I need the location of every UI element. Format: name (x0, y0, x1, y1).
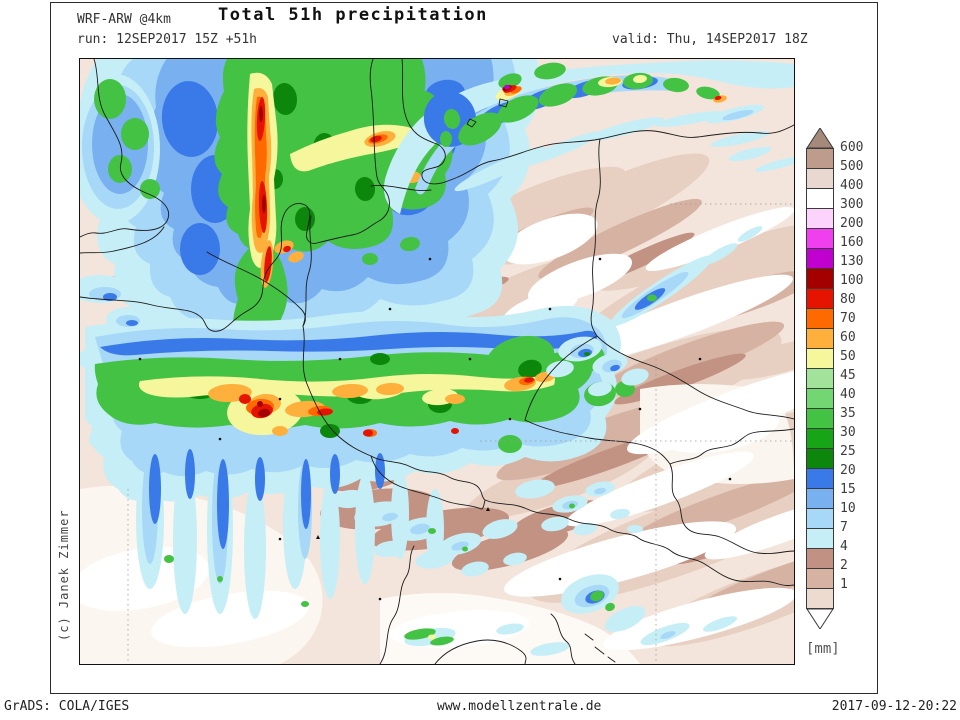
legend: 600 500 400 300 200 160 130 100 80 70 60 50 45 40 35 30… (806, 128, 896, 629)
legend-color-box (806, 288, 834, 309)
legend-label: 40 (840, 387, 856, 402)
valid-info: valid: Thu, 14SEP2017 18Z (612, 32, 808, 47)
footer-grads-label: GrADS: COLA/IGES (4, 699, 130, 714)
legend-label: 600 (840, 140, 864, 155)
legend-label: 7 (840, 520, 848, 535)
legend-color-box (806, 268, 834, 289)
legend-label: 60 (840, 330, 856, 345)
legend-label: 2 (840, 558, 848, 573)
plot-outer-frame (50, 2, 878, 694)
legend-label: 15 (840, 482, 856, 497)
legend-label: 300 (840, 197, 864, 212)
legend-label: 160 (840, 235, 864, 250)
legend-unit: [mm] (806, 641, 840, 657)
legend-label: 200 (840, 216, 864, 231)
legend-label: 20 (840, 463, 856, 478)
legend-label: 130 (840, 254, 864, 269)
legend-color-box (806, 568, 834, 589)
legend-label: 25 (840, 444, 856, 459)
legend-color-box (806, 528, 834, 549)
legend-label: 35 (840, 406, 856, 421)
legend-label: 50 (840, 349, 856, 364)
page-title: Total 51h precipitation (218, 5, 488, 25)
legend-color-box (806, 248, 834, 269)
legend-label: 45 (840, 368, 856, 383)
legend-label: 400 (840, 178, 864, 193)
legend-label: 80 (840, 292, 856, 307)
legend-color-box (806, 228, 834, 249)
run-info: run: 12SEP2017 15Z +51h (77, 32, 258, 47)
legend-color-box (806, 588, 834, 609)
copyright-vertical: (c) Janek Zimmer (57, 509, 71, 641)
legend-label: 70 (840, 311, 856, 326)
legend-scale (806, 148, 834, 609)
legend-color-box (806, 168, 834, 189)
legend-color-box (806, 428, 834, 449)
precipitation-map-svg (80, 59, 794, 664)
legend-color-box (806, 468, 834, 489)
legend-label: 100 (840, 273, 864, 288)
legend-arrow-bottom-icon (806, 609, 834, 629)
legend-color-box (806, 328, 834, 349)
legend-color-box (806, 348, 834, 369)
legend-color-box (806, 388, 834, 409)
footer-website: www.modellzentrale.de (437, 699, 602, 714)
legend-label: 1 (840, 577, 848, 592)
legend-label: 4 (840, 539, 848, 554)
legend-label: 500 (840, 159, 864, 174)
footer-timestamp: 2017-09-12-20:22 (831, 699, 957, 714)
legend-color-box (806, 188, 834, 209)
legend-color-box (806, 508, 834, 529)
legend-color-box (806, 208, 834, 229)
legend-color-box (806, 448, 834, 469)
legend-color-box (806, 488, 834, 509)
legend-color-box (806, 148, 834, 169)
legend-color-box (806, 308, 834, 329)
legend-arrow-top-icon (806, 128, 834, 148)
model-label: WRF-ARW @4km (77, 12, 171, 27)
map-frame (79, 58, 795, 665)
legend-label: 30 (840, 425, 856, 440)
legend-label: 10 (840, 501, 856, 516)
legend-color-box (806, 408, 834, 429)
legend-color-box (806, 548, 834, 569)
legend-color-box (806, 368, 834, 389)
